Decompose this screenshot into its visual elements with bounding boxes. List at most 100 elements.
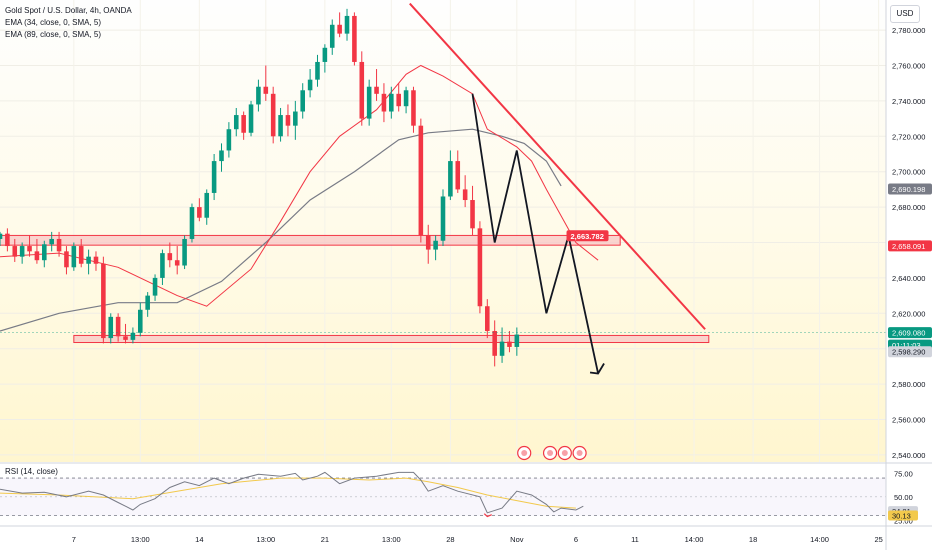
rsi-oversold-mark — [483, 513, 492, 518]
time-tick-label: 25 — [874, 535, 882, 544]
time-axis: 7 13:00 14 13:00 21 13:00 28 Nov 6 11 14:00 18 14:00… — [72, 535, 883, 544]
candle — [152, 274, 158, 301]
price-label: 2,598.290 — [888, 346, 932, 358]
candle-body — [56, 238, 62, 252]
candle-body — [101, 263, 106, 339]
candle — [204, 189, 210, 225]
candle-body — [337, 24, 342, 34]
rsi-tick-label: 25.00 — [894, 516, 913, 525]
candle-body — [19, 246, 25, 257]
candle-body — [64, 251, 69, 268]
candle-body — [344, 15, 350, 34]
candle-body — [396, 93, 401, 107]
candle — [219, 143, 224, 172]
candle — [182, 235, 187, 270]
price-label-bg — [888, 240, 932, 252]
candle — [197, 198, 202, 222]
candle — [425, 224, 431, 264]
candle — [167, 242, 173, 268]
candle-body — [189, 207, 195, 239]
candle — [300, 83, 306, 119]
price-axis-background — [886, 0, 932, 550]
symbol-title[interactable]: Gold Spot / U.S. Dollar, 4h, OANDA — [5, 6, 132, 15]
candle — [440, 189, 446, 247]
candle-body — [270, 93, 276, 137]
candle-body — [86, 256, 91, 264]
candle — [34, 238, 40, 264]
candle-body — [455, 161, 461, 190]
candle — [27, 235, 32, 257]
candle — [115, 313, 121, 342]
candle-body — [315, 61, 320, 80]
candle-body — [418, 125, 424, 236]
candle-body — [352, 15, 357, 62]
rsi-tick-label: 50.00 — [894, 493, 913, 502]
candle — [123, 323, 128, 344]
candle — [462, 175, 468, 208]
currency-selector[interactable]: USD — [890, 5, 920, 23]
candle-body — [403, 90, 409, 107]
candle-body — [492, 331, 497, 356]
rsi-value-label: 30.13 — [888, 510, 918, 521]
price-tick-label: 2,640.000 — [892, 274, 925, 283]
candle — [477, 221, 483, 314]
price-label-text: 2,690.198 — [892, 185, 925, 194]
ema34-legend[interactable]: EMA (34, close, 0, SMA, 5) — [5, 18, 102, 27]
candle — [418, 118, 424, 243]
candle — [433, 235, 438, 261]
candle — [374, 69, 379, 101]
ema89-legend[interactable]: EMA (89, close, 0, SMA, 5) — [5, 30, 102, 39]
price-tick-label: 2,540.000 — [892, 451, 925, 460]
candle — [256, 79, 261, 112]
time-tick-label: 21 — [321, 535, 329, 544]
candle-body — [448, 161, 453, 197]
candle-body — [174, 260, 180, 266]
price-label: 2,690.198 — [888, 183, 932, 195]
price-label-text: 2,658.091 — [892, 242, 925, 251]
price-tick-label: 2,780.000 — [892, 26, 925, 35]
descending-trendline — [409, 2, 706, 330]
candle — [248, 100, 254, 137]
price-label-text: 2,609.080 — [892, 329, 925, 338]
candle-body — [278, 115, 283, 137]
rsi-pane-background — [0, 464, 886, 525]
candle — [485, 299, 490, 339]
candle — [293, 100, 298, 140]
projection-arrowhead — [589, 363, 605, 375]
candle — [241, 111, 246, 140]
candle-body — [5, 233, 10, 247]
candle — [130, 327, 136, 344]
candle-body — [440, 196, 446, 241]
candle-body — [34, 251, 40, 261]
price-tick-label: 2,620.000 — [892, 309, 925, 318]
time-tick-label: 13:00 — [382, 535, 401, 544]
candle — [448, 150, 453, 201]
projection-path — [471, 93, 599, 374]
candle-body — [248, 104, 254, 133]
candle-body — [514, 334, 520, 347]
candle-body — [477, 228, 483, 307]
rsi-value-text: 30.13 — [892, 511, 911, 520]
candle-body — [160, 253, 165, 278]
candle — [189, 203, 195, 243]
candle-body — [115, 316, 121, 337]
candle-body — [233, 115, 239, 130]
candle-body — [293, 111, 298, 126]
candle-body — [485, 306, 490, 332]
candle-body — [49, 238, 54, 245]
candle-body — [27, 246, 32, 252]
candle — [499, 327, 505, 363]
candle-body — [285, 115, 291, 126]
candle-body — [241, 115, 246, 133]
candle-body — [499, 341, 505, 356]
rsi-legend[interactable]: RSI (14, close) — [5, 467, 58, 476]
time-tick-label: 13:00 — [256, 535, 275, 544]
price-label: 2,663.782 — [566, 230, 609, 242]
rsi-ma-line — [0, 477, 576, 509]
candle-body — [12, 246, 18, 257]
price-label-bg — [888, 183, 932, 195]
candle-body — [219, 150, 224, 162]
candle-body — [204, 192, 210, 218]
